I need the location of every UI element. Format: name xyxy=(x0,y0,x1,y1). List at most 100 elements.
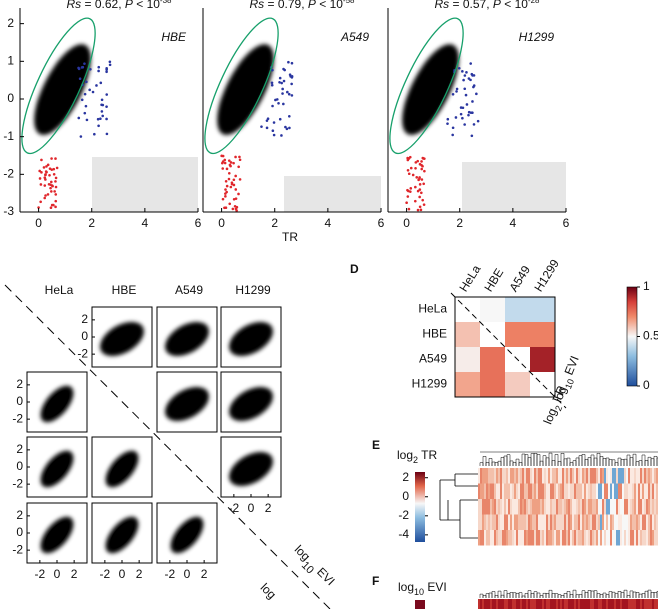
heatmap-texture xyxy=(600,530,603,546)
point-cloud-core xyxy=(408,53,453,126)
heatmap-texture xyxy=(642,468,645,484)
heatmap-texture xyxy=(554,468,557,484)
outlier-dot xyxy=(52,172,56,176)
heatmap-texture xyxy=(572,483,575,499)
heatmap-texture xyxy=(540,530,543,546)
heatmap-texture xyxy=(634,599,637,609)
outlier-dot xyxy=(221,167,225,170)
outlier-dot xyxy=(108,60,112,64)
heatmap-texture xyxy=(558,499,561,515)
outlier-dot xyxy=(234,174,237,178)
outlier-dot xyxy=(272,121,276,124)
heatmap-texture xyxy=(544,483,547,499)
heatmap-texture xyxy=(594,468,597,484)
heatmap-texture xyxy=(562,483,565,499)
outlier-dot xyxy=(232,178,236,182)
heatmap-texture xyxy=(556,468,559,484)
outlier-dot xyxy=(234,188,238,191)
heatmap-texture xyxy=(588,483,591,499)
outlier-dot xyxy=(38,177,42,180)
column-label: HBE xyxy=(481,266,506,294)
heatmap-texture xyxy=(630,514,633,530)
heatmap-texture xyxy=(630,599,633,609)
heatmap-texture xyxy=(608,468,611,484)
heatmap-texture xyxy=(486,499,489,515)
outlier-dot xyxy=(465,103,469,106)
label-sub: 10 xyxy=(414,587,424,597)
outlier-dot xyxy=(54,205,57,209)
outlier-dot xyxy=(290,61,294,65)
outlier-dot xyxy=(235,209,238,212)
outlier-dot xyxy=(405,201,408,205)
heatmap-texture xyxy=(604,483,607,499)
heatmap-texture xyxy=(652,599,655,609)
outlier-dot xyxy=(238,158,242,162)
heatmap-texture xyxy=(652,530,655,546)
outlier-dot xyxy=(472,85,475,89)
label-rest: TR xyxy=(418,448,437,462)
outlier-dot xyxy=(237,192,240,196)
outlier-dot xyxy=(463,123,466,126)
shaded-region xyxy=(284,176,381,212)
outlier-dot xyxy=(465,71,468,74)
x-tick-label: 2 xyxy=(456,216,463,230)
heatmap-texture xyxy=(498,530,501,546)
heatmap-texture xyxy=(624,499,627,515)
heatmap-texture xyxy=(490,468,493,484)
heatmap-texture xyxy=(646,468,649,484)
heatmap-texture xyxy=(564,599,567,609)
x-tick-label: -2 xyxy=(229,501,240,515)
plot-label: A549 xyxy=(340,30,369,44)
heatmap-texture xyxy=(542,483,545,499)
heatmap-texture xyxy=(642,483,645,499)
heatmap-texture xyxy=(592,599,595,609)
heatmap-texture xyxy=(482,599,485,609)
outlier-dot xyxy=(472,123,476,126)
heatmap-texture xyxy=(584,514,587,530)
heatmap-texture xyxy=(566,530,569,546)
point-cloud-core xyxy=(109,521,135,549)
label-rest: TR xyxy=(549,384,569,407)
heatmap-texture xyxy=(562,599,565,609)
outlier-dot xyxy=(423,169,426,173)
outlier-dot xyxy=(451,92,455,96)
heatmap-texture xyxy=(514,514,517,530)
heatmap-texture xyxy=(536,530,539,546)
colorbar-label: 1 xyxy=(643,279,650,293)
outlier-dot xyxy=(54,157,57,160)
x-tick-label: 2 xyxy=(71,567,78,581)
heatmap-texture xyxy=(632,599,635,609)
heatmap-texture xyxy=(644,514,647,530)
heatmap-texture xyxy=(584,599,587,609)
heatmap-texture xyxy=(628,499,631,515)
heatmap-texture xyxy=(502,514,505,530)
outlier-dot xyxy=(220,154,223,158)
x-tick-label: 2 xyxy=(201,567,208,581)
heatmap-texture xyxy=(550,499,553,515)
x-axis-label: TR xyxy=(282,230,298,244)
heatmap-texture xyxy=(526,514,529,530)
heatmap-texture xyxy=(594,530,597,546)
heatmap-texture xyxy=(514,530,517,546)
outlier-dot xyxy=(44,194,47,197)
heatmap-texture xyxy=(522,514,525,530)
heatmap-texture xyxy=(634,468,637,484)
heatmap-texture xyxy=(656,599,658,609)
heatmap-texture xyxy=(642,530,645,546)
heatmap-texture xyxy=(488,530,491,546)
heatmap-texture xyxy=(654,468,657,484)
heatmap-texture xyxy=(500,483,503,499)
heatmap-texture xyxy=(596,499,599,515)
outlier-dot xyxy=(422,182,425,186)
heatmap-texture xyxy=(620,599,623,609)
heatmap-texture xyxy=(480,530,483,546)
heatmap-texture xyxy=(564,499,567,515)
diagonal xyxy=(450,292,567,409)
heatmap-texture xyxy=(482,514,485,530)
heatmap-texture xyxy=(640,514,643,530)
outlier-dot xyxy=(457,66,461,70)
heatmap-texture xyxy=(614,599,617,609)
heatmap-texture xyxy=(560,468,563,484)
heatmap-texture xyxy=(610,599,613,609)
outlier-dot xyxy=(227,171,231,175)
